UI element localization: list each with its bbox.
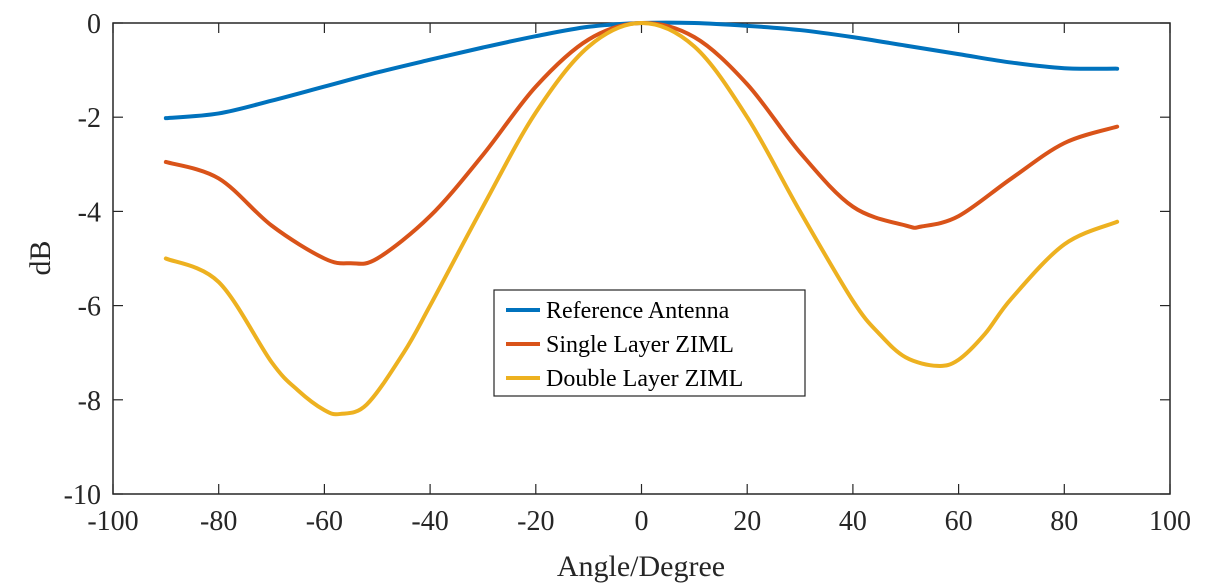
x-tick-label: 20 — [733, 506, 761, 537]
y-tick-label: -4 — [78, 197, 101, 228]
series-lines — [163, 20, 1120, 417]
x-tick-label: 60 — [945, 506, 973, 537]
x-tick-label: -60 — [306, 506, 343, 537]
y-tick-label: -8 — [78, 386, 101, 417]
y-tick-label: -10 — [64, 480, 101, 511]
x-tick-label: -100 — [87, 506, 138, 537]
series-line-double-layer-ziml — [163, 21, 1120, 417]
y-tick-label: 0 — [87, 9, 101, 40]
y-tick-label: -2 — [78, 103, 101, 134]
x-tick-label: 40 — [839, 506, 867, 537]
legend-label-double-layer-ziml: Double Layer ZIML — [546, 366, 743, 392]
legend: Reference Antenna Single Layer ZIML Double… — [493, 289, 806, 397]
legend-label-reference-antenna: Reference Antenna — [546, 298, 730, 324]
x-tick-label: -20 — [517, 506, 554, 537]
x-tick-labels: -100 -80 -60 -40 -20 0 20 40 60 80 100 — [87, 506, 1191, 537]
legend-label-single-layer-ziml: Single Layer ZIML — [546, 332, 734, 358]
x-tick-label: 0 — [635, 506, 649, 537]
legend-box — [493, 289, 806, 397]
x-tick-label: -80 — [200, 506, 237, 537]
x-tick-label: 100 — [1149, 506, 1191, 537]
plot-area — [112, 22, 1171, 495]
y-tick-label: -6 — [78, 292, 101, 323]
x-axis-label: Angle/Degree — [557, 550, 725, 583]
y-tick-labels: 0 -2 -4 -6 -8 -10 — [64, 9, 101, 511]
x-tick-label: -40 — [411, 506, 448, 537]
y-axis-label: dB — [24, 240, 57, 275]
x-tick-label: 80 — [1050, 506, 1078, 537]
